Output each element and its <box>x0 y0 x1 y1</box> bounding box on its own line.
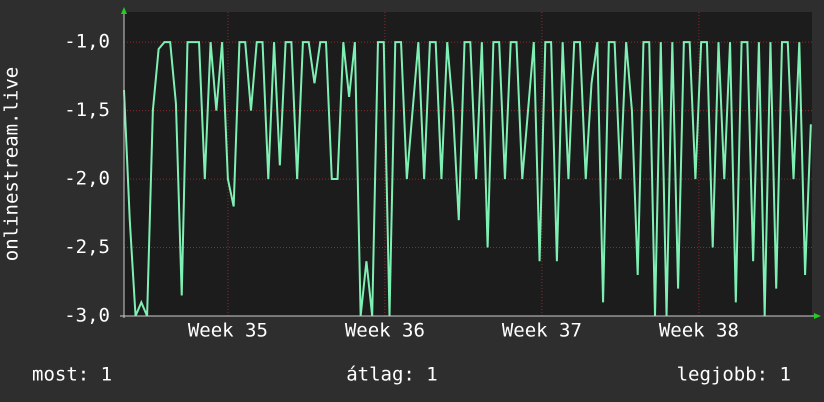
y-tick-label: -2,5 <box>64 236 110 258</box>
y-axis-arrow <box>121 7 127 14</box>
x-tick-label: Week 37 <box>502 320 582 342</box>
y-tick-label: -1,0 <box>64 31 110 53</box>
x-tick-label: Week 38 <box>659 320 739 342</box>
x-axis-arrow <box>814 313 821 319</box>
y-tick-label: -2,0 <box>64 168 110 190</box>
footer-current: most: 1 <box>32 364 112 386</box>
x-tick-label: Week 35 <box>188 320 268 342</box>
data-line <box>123 41 812 317</box>
y-tick-label: -3,0 <box>64 305 110 327</box>
marks <box>123 41 812 317</box>
y-axis-label: onlinestream.live <box>1 67 23 261</box>
footer-best: legjobb: 1 <box>677 364 791 386</box>
footer-average: átlag: 1 <box>346 364 438 386</box>
x-tick-label: Week 36 <box>345 320 425 342</box>
y-tick-label: -1,5 <box>64 99 110 121</box>
